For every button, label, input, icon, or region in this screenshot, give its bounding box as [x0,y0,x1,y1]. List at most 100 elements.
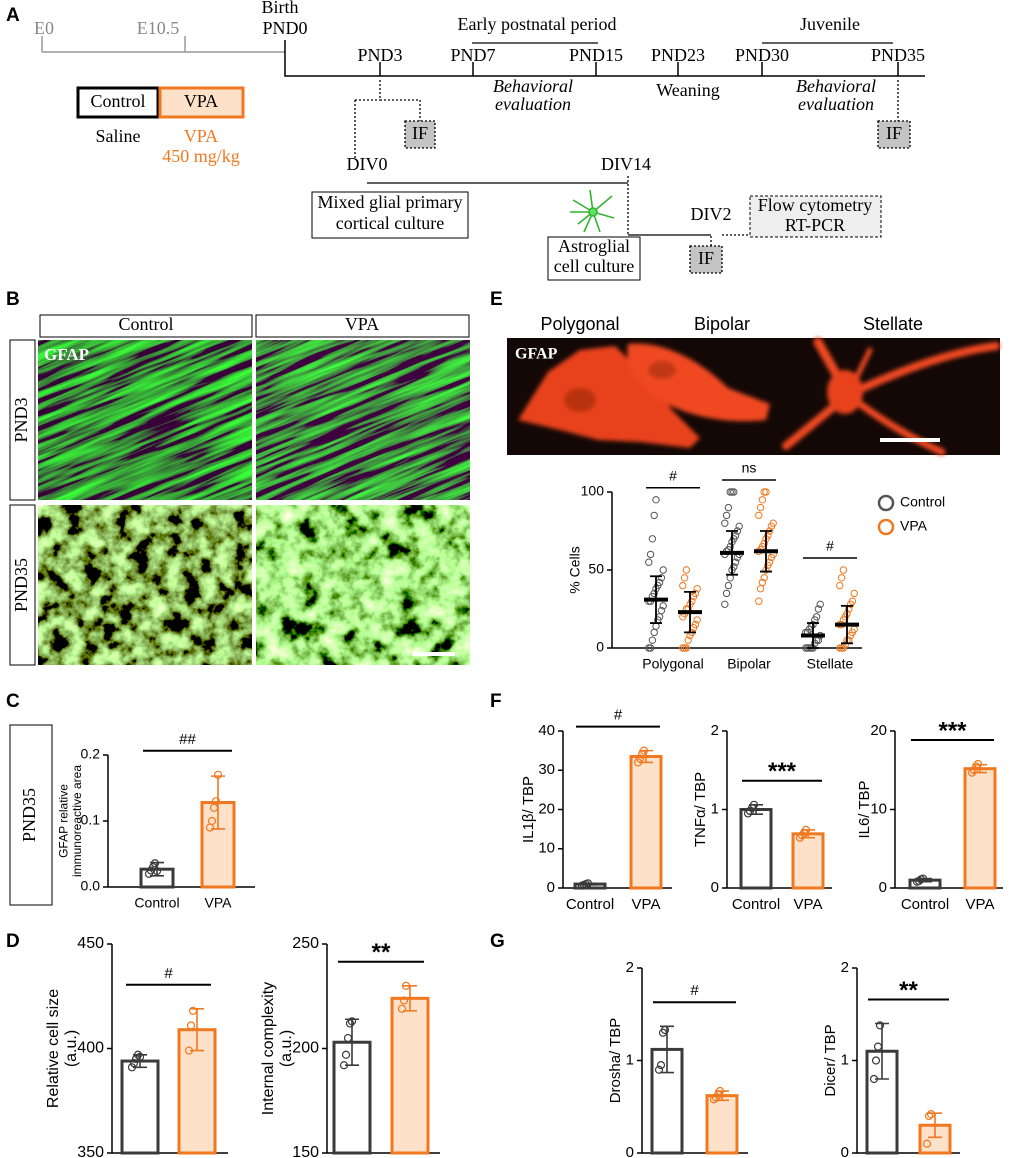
data-point [646,550,655,559]
y-tick-label: 40 [538,722,555,739]
y-tick-label: 0 [841,1144,849,1158]
y-tick-label: 400 [77,1040,104,1057]
panel-letter: F [490,691,502,712]
data-point [764,531,772,540]
data-point [401,981,411,990]
day-label: E0 [34,18,54,38]
day-label: PND35 [871,45,925,65]
data-point [133,1050,143,1059]
panel-letter: C [6,691,20,712]
data-point [648,535,657,543]
bar [705,1094,739,1155]
bar [629,755,663,890]
day-label: PND30 [735,45,789,65]
bar [120,1059,160,1155]
row-header [9,339,36,501]
panel-letter: D [6,931,20,952]
significance-label: *** [768,758,797,785]
data-point [756,585,765,593]
data-point [715,1086,725,1096]
data-point [730,563,738,571]
data-point [680,574,689,582]
control-box [76,86,160,119]
y-axis-label: TNFα/ TBP [692,772,709,847]
data-point [760,539,768,548]
data-point [633,758,643,767]
behavior-label: evaluation [495,94,571,114]
culture-label: cell culture [554,256,634,276]
data-point [583,879,593,888]
x-tick-label: Stellate [807,656,854,672]
y-tick-label: 100 [581,483,605,499]
day-label: PND7 [450,45,495,65]
y-tick-label: 10 [870,800,887,817]
behavior-label: evaluation [798,94,874,114]
data-point [709,1095,719,1104]
legend-label: VPA [900,518,928,534]
data-point [724,581,733,590]
bar [963,767,997,890]
significance-label: # [669,468,677,484]
data-point [724,503,733,512]
y-axis-label: Internal complexity [260,982,277,1115]
x-tick-label: Control [134,895,179,911]
y-tick-label: 2 [841,959,849,976]
data-point [211,797,221,806]
data-point [814,605,823,613]
analysis-label: Flow cytometry [758,195,873,215]
y-tick-label: 0.0 [81,878,101,894]
significance-label: ** [372,939,391,966]
y-tick-label: 1 [841,1051,849,1068]
y-axis-label: % Cells [567,546,583,593]
culture-label: Mixed glial primary [318,192,463,212]
data-point [188,1006,198,1015]
cells [518,337,1000,456]
data-point [758,578,767,587]
y-axis-label: Dicer/ TBP [822,1024,839,1096]
data-point [682,644,691,652]
x-tick-label: VPA [205,895,233,911]
y-tick-label: 350 [77,1144,104,1158]
data-point [850,589,858,598]
culture-label: cortical culture [336,213,444,233]
data-point [399,996,409,1005]
data-point [684,636,692,644]
data-point [922,1139,932,1148]
y-axis-label: IL6/ TBP [856,780,873,838]
birth-label: Birth [261,0,298,17]
data-point [347,1017,357,1026]
y-axis-label: (a.u.) [63,1030,80,1067]
x-tick-label: VPA [794,896,823,913]
bar [791,832,825,890]
culture-box [547,236,641,281]
if-box [404,120,436,149]
data-point [186,1021,196,1030]
day-label: PND23 [651,45,705,65]
error-bar [660,1025,674,1074]
day-label: E10.5 [137,18,180,38]
data-point [660,1025,670,1035]
data-point [129,1059,139,1068]
data-point [839,566,848,574]
astrocyte-icon [570,189,615,233]
micrograph [256,505,470,665]
stain-label: GFAP [44,345,89,364]
row-header [9,724,53,906]
data-point [635,754,645,763]
row-label: PND3 [11,397,31,442]
column-header [255,314,470,338]
day-label: PND0 [262,18,307,38]
data-point [837,574,846,582]
column-label: Control [118,314,173,334]
significance-label: # [614,707,623,724]
legend-label: Control [900,494,945,510]
row-header [9,504,36,666]
data-point [871,1056,881,1065]
y-axis-label: IL1β/ TBP [520,776,537,843]
div-label: DIV0 [347,154,388,174]
data-point [213,770,223,779]
legend-marker [877,494,895,512]
analysis-label: RT-PCR [785,215,845,235]
y-tick-label: 0 [547,879,555,896]
data-point [127,1063,137,1072]
